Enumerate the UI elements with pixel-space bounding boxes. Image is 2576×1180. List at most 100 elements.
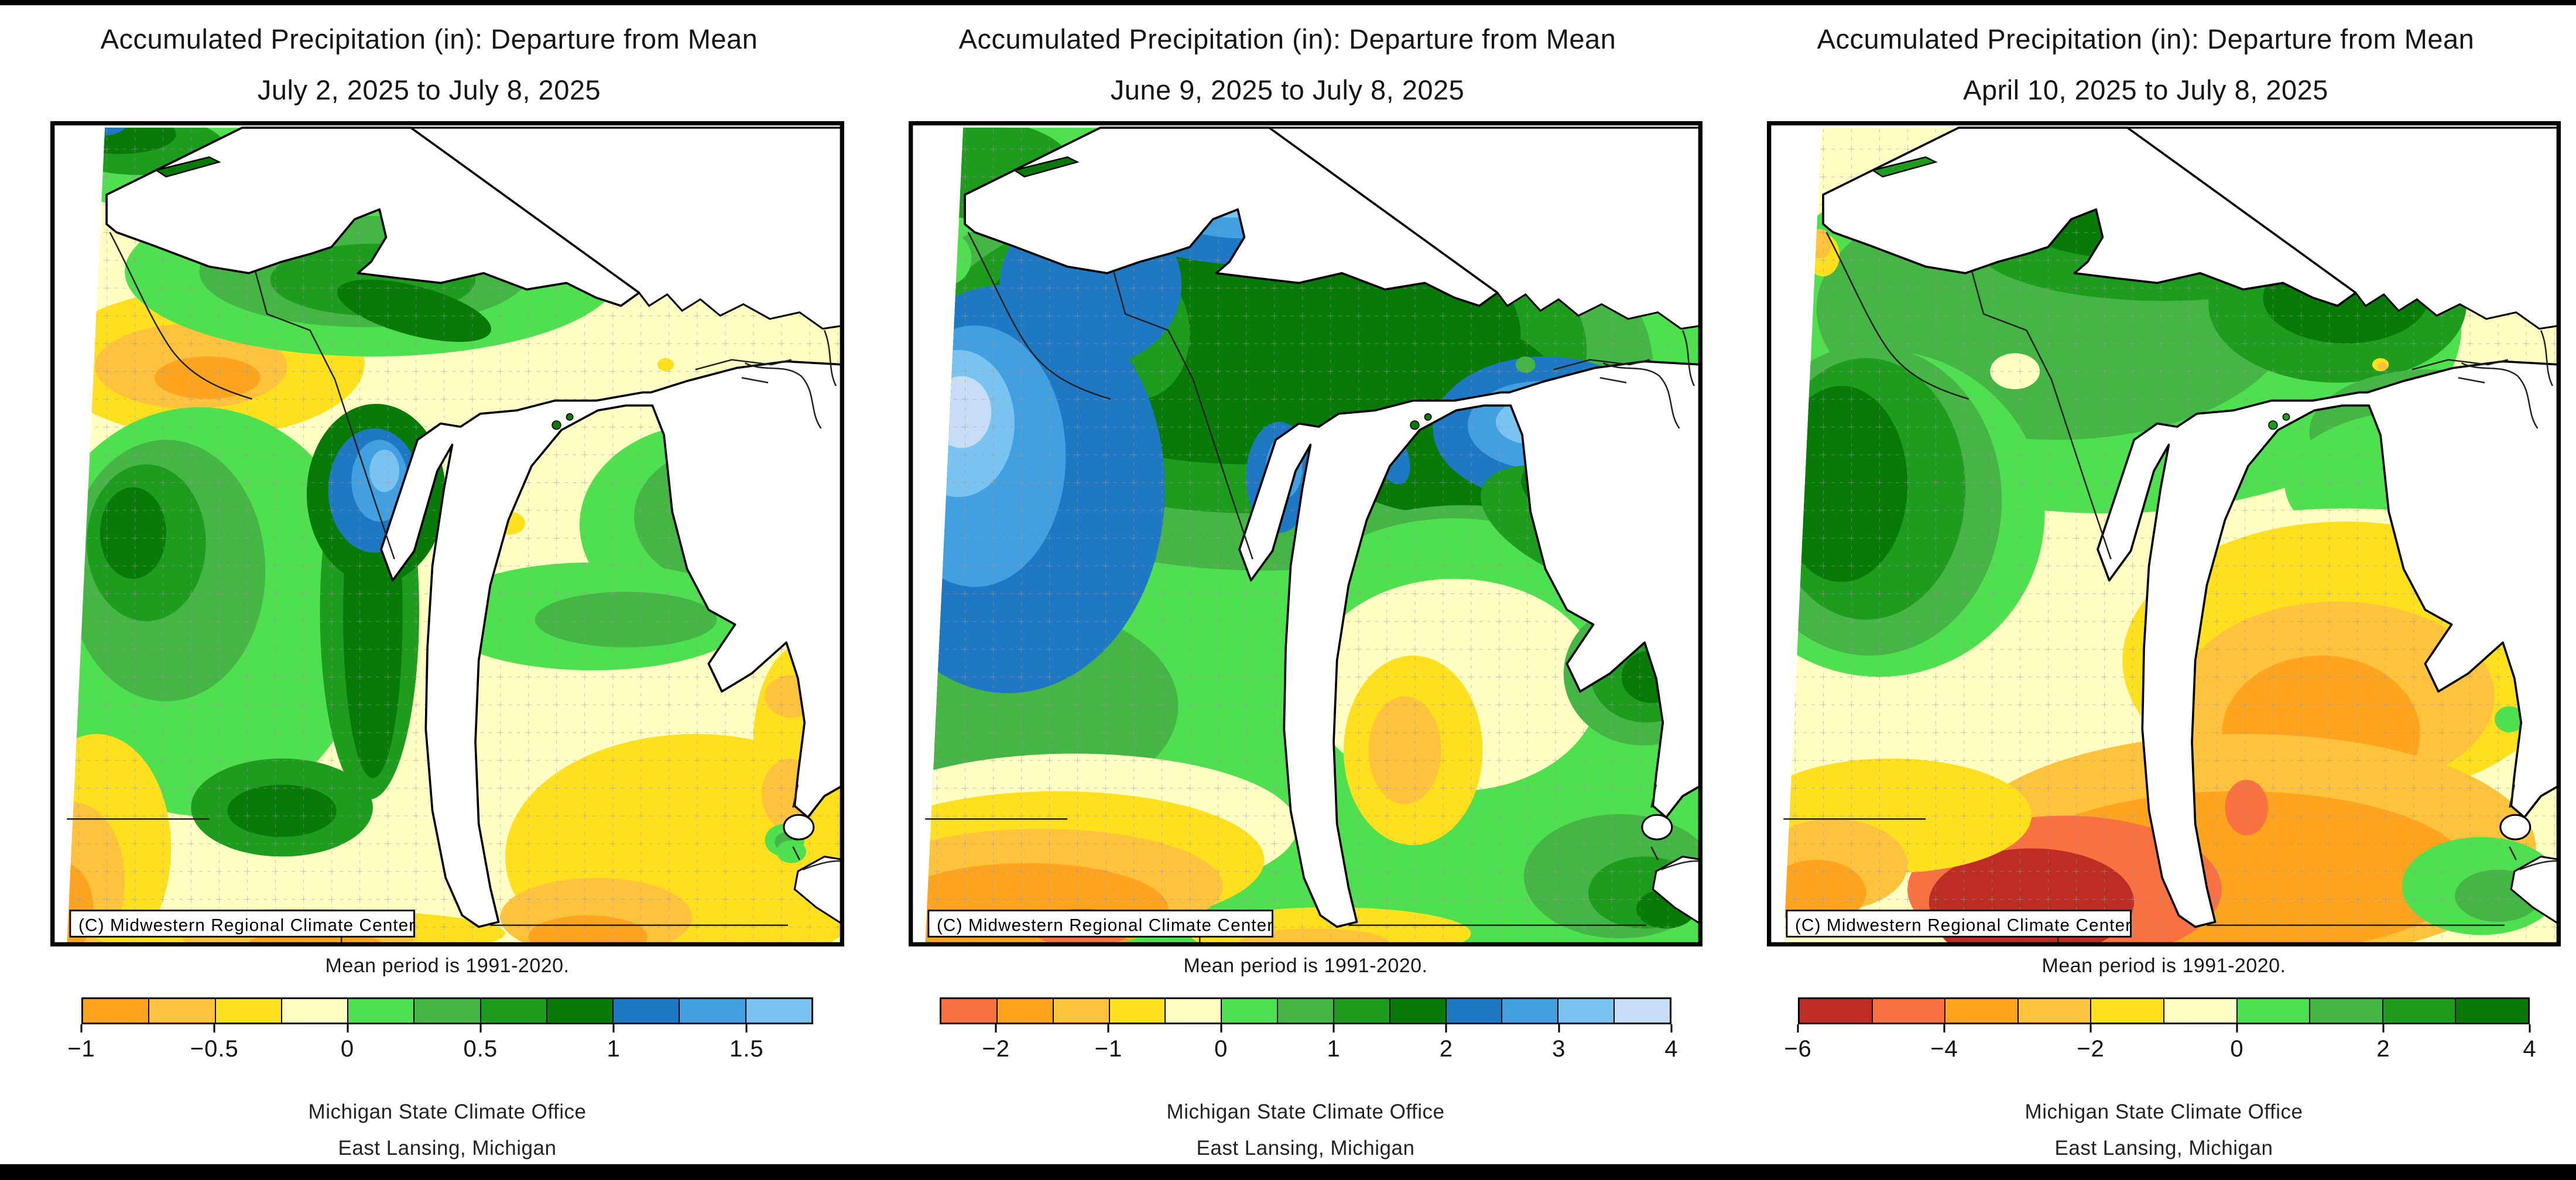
map-panels: Accumulated Precipitation (in): Departur… <box>0 5 2576 1160</box>
lake-superior <box>1822 126 2357 307</box>
legend-tick <box>213 1024 215 1032</box>
isle-royale <box>1012 156 1080 178</box>
lake-michigan-huron <box>380 360 844 928</box>
isle-royale <box>1871 156 1938 178</box>
map-title-line2: April 10, 2025 to July 8, 2025 <box>1963 74 2328 105</box>
legend-tick <box>1797 1024 1799 1032</box>
lake-erie <box>2510 855 2561 927</box>
legend-cell <box>2090 999 2163 1023</box>
legend-tick-label: 0 <box>1214 1036 1228 1062</box>
legend-cell <box>1332 999 1389 1023</box>
legend-tick <box>2089 1024 2092 1032</box>
legend-cell <box>1501 999 1558 1023</box>
map-title-line2: June 9, 2025 to July 8, 2025 <box>1110 74 1465 105</box>
mean-period-caption: Mean period is 1991-2020. <box>1183 955 1428 977</box>
legend-cell <box>479 999 546 1023</box>
legend-cell <box>1557 999 1614 1023</box>
office-location: East Lansing, Michigan <box>338 1137 557 1160</box>
legend-tick-label: 3 <box>1552 1036 1566 1062</box>
legend-cell <box>612 999 679 1023</box>
map-title-line1: Accumulated Precipitation (in): Departur… <box>100 23 758 54</box>
legend-tick <box>2236 1024 2238 1032</box>
legend-cell <box>745 999 811 1023</box>
legend-cell <box>2309 999 2382 1023</box>
legend-tick-label: 2 <box>1439 1036 1453 1062</box>
legend-cell <box>1614 999 1670 1023</box>
map-title-line1: Accumulated Precipitation (in): Departur… <box>958 23 1616 54</box>
legend-tick-label: 1 <box>1327 1036 1341 1062</box>
map-svg: (C) Midwestern Regional Climate Center <box>50 121 844 946</box>
office-location: East Lansing, Michigan <box>2054 1137 2273 1160</box>
map-svg: (C) Midwestern Regional Climate Center <box>909 121 1703 946</box>
legend-tick-label: 4 <box>1664 1036 1678 1062</box>
legend-cell <box>214 999 281 1023</box>
legend-tick <box>2382 1024 2385 1032</box>
legend-tick-label: 0.5 <box>463 1036 498 1062</box>
panel-week: Accumulated Precipitation (in): Departur… <box>0 5 858 1160</box>
legend-cell <box>83 999 149 1023</box>
panel-season: Accumulated Precipitation (in): Departur… <box>1717 5 2575 1160</box>
map-figure: (C) Midwestern Regional Climate Center <box>1767 121 2561 946</box>
legend-tick <box>995 1024 997 1032</box>
map-svg: (C) Midwestern Regional Climate Center <box>1767 121 2561 946</box>
legend-tick <box>1670 1024 1673 1032</box>
legend-tick-label: −0.5 <box>190 1036 239 1062</box>
color-scale-legend: −2 −1 0 1 2 3 4 <box>940 997 1678 1085</box>
mean-period-caption: Mean period is 1991-2020. <box>325 955 570 977</box>
lake-st-clair <box>1641 814 1673 841</box>
legend-cell <box>1871 999 1945 1023</box>
legend-tick-label: −2 <box>2077 1036 2105 1062</box>
legend-tick <box>745 1024 748 1032</box>
legend-cell <box>1277 999 1333 1023</box>
legend-cell <box>148 999 215 1023</box>
legend-cell <box>2017 999 2091 1023</box>
watermark-box <box>927 910 1273 938</box>
legend-cell <box>347 999 414 1023</box>
office-location: East Lansing, Michigan <box>1196 1137 1415 1160</box>
lake-erie <box>1652 855 1703 927</box>
watermark-box <box>1786 910 2132 938</box>
legend-cell <box>2455 999 2528 1023</box>
legend-tick <box>612 1024 615 1032</box>
legend-cell <box>413 999 480 1023</box>
map-title-line2: July 2, 2025 to July 8, 2025 <box>257 74 601 105</box>
legend-tick <box>1332 1024 1335 1032</box>
legend-tick-label: 1 <box>607 1036 621 1062</box>
legend-bar <box>1798 997 2530 1024</box>
lake-michigan-huron <box>1238 360 1703 928</box>
legend-tick-label: −4 <box>1930 1036 1958 1062</box>
legend-tick <box>80 1024 83 1032</box>
legend-bar <box>81 997 813 1024</box>
panel-month: Accumulated Precipitation (in): Departur… <box>858 5 1717 1160</box>
legend-tick <box>1943 1024 1945 1032</box>
legend-cell <box>1221 999 1277 1023</box>
legend-cell <box>1445 999 1502 1023</box>
bottom-bar <box>0 1164 2576 1180</box>
legend-cell <box>2163 999 2236 1023</box>
legend-bar <box>940 997 1671 1024</box>
map-watermark: (C) Midwestern Regional Climate Center <box>937 916 1273 935</box>
legend-cell <box>1800 999 1872 1023</box>
beaver-island <box>2282 413 2290 421</box>
legend-tick-label: −1 <box>1094 1036 1123 1062</box>
legend-cell <box>2382 999 2455 1023</box>
legend-tick-label: 4 <box>2523 1036 2537 1062</box>
legend-cell <box>1389 999 1445 1023</box>
legend-tick-label: 1.5 <box>729 1036 764 1062</box>
top-bar <box>0 0 2576 5</box>
legend-tick-label: 2 <box>2376 1036 2390 1062</box>
legend-tick-label: −6 <box>1784 1036 1812 1062</box>
beaver-island <box>551 420 561 430</box>
legend-tick-label: −2 <box>982 1036 1010 1062</box>
legend-cell <box>941 999 996 1023</box>
lake-erie <box>793 855 844 927</box>
watermark-box <box>69 910 415 938</box>
mean-period-caption: Mean period is 1991-2020. <box>2041 955 2286 977</box>
legend-cell <box>996 999 1053 1023</box>
legend-cell <box>1108 999 1165 1023</box>
legend-tick-label: −1 <box>67 1036 95 1062</box>
lake-superior <box>105 126 640 307</box>
legend-tick <box>1107 1024 1109 1032</box>
map-figure: (C) Midwestern Regional Climate Center <box>909 121 1703 946</box>
map-watermark: (C) Midwestern Regional Climate Center <box>78 916 415 935</box>
